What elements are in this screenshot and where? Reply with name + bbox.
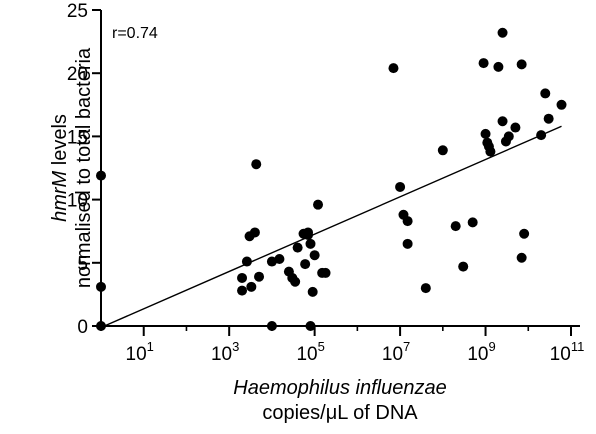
regression-line — [104, 125, 562, 327]
data-point — [251, 159, 262, 170]
x-tick-label: 109 — [467, 339, 495, 365]
data-point — [402, 216, 413, 227]
data-point — [307, 286, 318, 297]
data-point — [493, 61, 504, 72]
data-point — [402, 238, 413, 249]
x-tick-label: 101 — [126, 339, 154, 365]
data-point — [305, 321, 316, 331]
y-tick-label: 0 — [77, 317, 88, 338]
y-tick-label: 10 — [67, 191, 88, 212]
data-point — [450, 221, 461, 232]
data-point — [395, 181, 406, 192]
data-point — [237, 272, 248, 283]
data-point — [254, 271, 265, 282]
data-point — [266, 256, 277, 267]
data-point — [249, 227, 260, 238]
data-point — [305, 238, 316, 249]
data-point — [556, 99, 567, 110]
data-point — [437, 145, 448, 156]
x-tick-label: 1011 — [550, 339, 585, 365]
data-point — [388, 63, 399, 74]
data-points — [96, 27, 567, 331]
x-axis-title-line1: Haemophilus influenzae — [233, 377, 446, 399]
data-point — [497, 27, 508, 38]
data-point — [516, 252, 527, 263]
data-point — [497, 116, 508, 127]
y-tick-label: 25 — [67, 1, 88, 22]
data-point — [458, 261, 469, 272]
data-point — [540, 88, 551, 99]
data-point — [309, 250, 320, 261]
data-point — [485, 146, 496, 157]
data-point — [303, 227, 314, 238]
y-axis-title: hmrM levels — [49, 114, 71, 222]
x-tick-label: 107 — [382, 339, 410, 365]
data-point — [536, 130, 547, 141]
data-point — [292, 242, 303, 253]
data-point — [320, 267, 331, 278]
data-point — [266, 321, 277, 331]
data-point — [313, 199, 324, 210]
data-point — [300, 259, 311, 270]
data-point — [241, 256, 252, 267]
data-point — [519, 228, 530, 239]
data-point — [480, 128, 491, 139]
x-tick-label: 105 — [296, 339, 324, 365]
data-point — [467, 217, 478, 228]
y-tick-label: 20 — [67, 64, 88, 85]
data-point — [96, 321, 106, 331]
x-ticks: 101 103 105 107 109 1011 — [126, 326, 585, 365]
y-ticks: 0 5 10 15 20 25 — [67, 1, 101, 338]
y-tick-label: 15 — [67, 127, 88, 148]
data-point — [503, 131, 514, 142]
y-tick-label: 5 — [77, 254, 88, 275]
data-point — [543, 113, 554, 124]
x-tick-label: 103 — [211, 339, 239, 365]
x-axis-title-line2: copies/μL of DNA — [262, 402, 418, 424]
y-axis-title-line2: normalised to total bacteria — [73, 47, 95, 288]
data-point — [420, 283, 431, 294]
data-point — [246, 281, 257, 292]
data-point — [516, 59, 527, 70]
data-point — [290, 276, 301, 287]
data-point — [237, 285, 248, 296]
data-point — [96, 281, 106, 292]
data-point — [274, 254, 285, 265]
data-point — [478, 58, 489, 69]
correlation-annotation: r=0.74 — [112, 25, 158, 42]
data-point — [96, 170, 106, 181]
data-point — [510, 122, 521, 133]
y-axis-title-line1: hmrM levels — [49, 114, 71, 222]
